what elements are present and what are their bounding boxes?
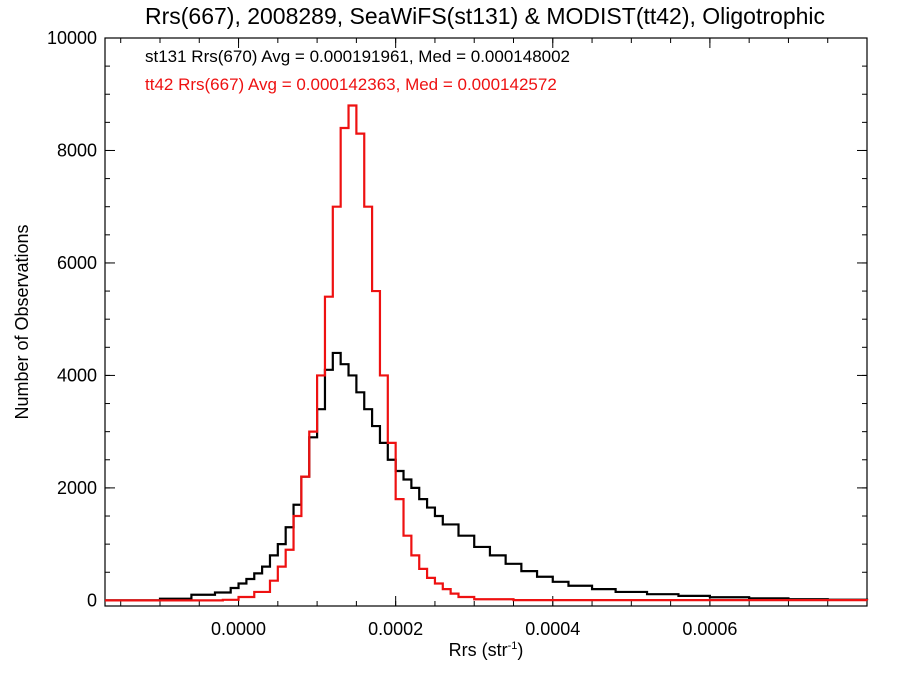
x-axis-title-superscript: -1: [508, 640, 518, 652]
y-tick-label: 6000: [57, 253, 97, 273]
series-line-tt42: [105, 104, 869, 602]
plot-frame: [104, 37, 868, 607]
axis-ticks: [105, 37, 867, 606]
x-tick-label: 0.0000: [211, 619, 266, 639]
x-axis-title-main: Rrs (str: [449, 640, 508, 660]
chart-title: Rrs(667), 2008289, SeaWiFS(st131) & MODI…: [145, 3, 825, 29]
x-axis-title-suffix: ): [517, 640, 523, 660]
x-tick-label: 0.0002: [368, 619, 423, 639]
legend-entry-st131: st131 Rrs(670) Avg = 0.000191961, Med = …: [145, 47, 570, 66]
y-tick-label: 8000: [57, 140, 97, 160]
y-tick-label: 2000: [57, 478, 97, 498]
x-tick-label: 0.0004: [525, 619, 580, 639]
axis-tick-labels: 0.0000 0.0002 0.0004 0.0006 0 2000 4000 6000 800…: [47, 28, 737, 639]
legend-entry-tt42: tt42 Rrs(667) Avg = 0.000142363, Med = 0…: [145, 75, 557, 94]
y-tick-label: 0: [87, 590, 97, 610]
x-tick-label: 0.0006: [682, 619, 737, 639]
y-tick-label: 10000: [47, 28, 97, 48]
x-axis-title: Rrs (str-1): [449, 640, 524, 660]
y-tick-label: 4000: [57, 365, 97, 385]
series-line-st131: [105, 351, 869, 602]
series-lines: [105, 104, 869, 602]
y-axis-title: Number of Observations: [12, 224, 32, 419]
